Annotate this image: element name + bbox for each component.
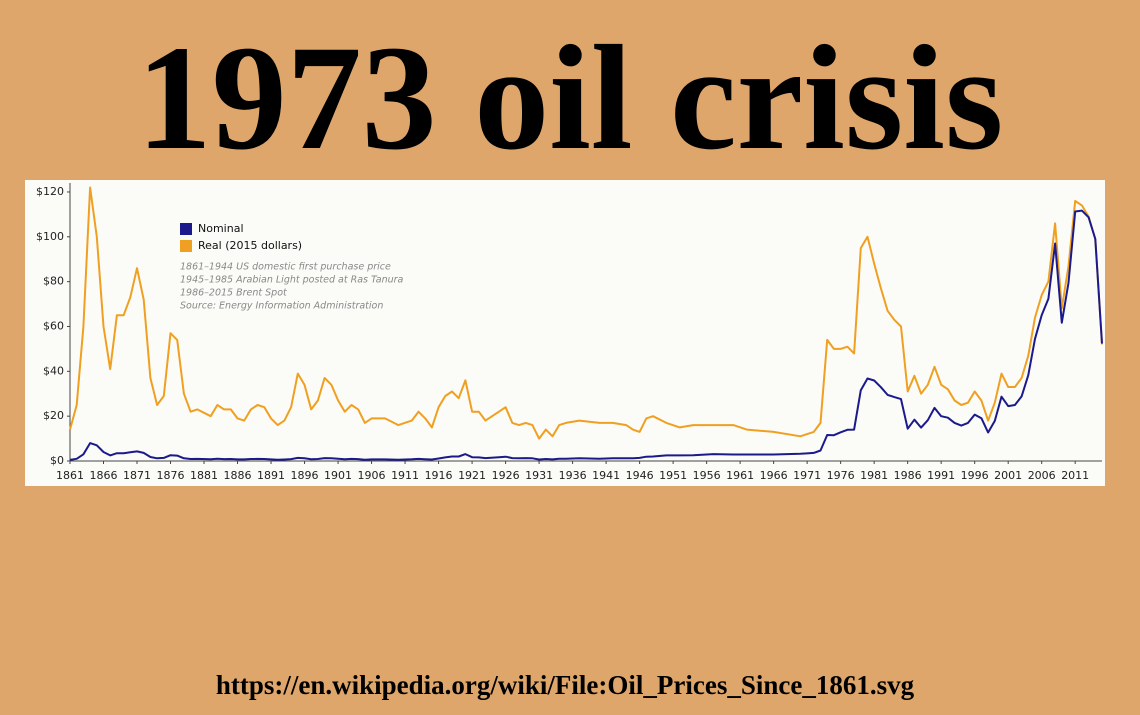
legend-label: Real (2015 dollars): [198, 239, 302, 252]
annotation: 1861–1944 US domestic first purchase pri…: [180, 262, 391, 273]
slide-title: 1973 oil crisis: [137, 15, 1004, 181]
x-tick-label: 1921: [458, 469, 486, 482]
series-line: [69, 209, 1103, 461]
x-tick-label: 1971: [793, 469, 821, 482]
x-tick-label: 1866: [90, 469, 118, 482]
source-url: https://en.wikipedia.org/wiki/File:Oil_P…: [216, 670, 915, 700]
x-tick-label: 1891: [257, 469, 285, 482]
x-tick-label: 1881: [190, 469, 218, 482]
x-tick-label: 1896: [291, 469, 319, 482]
y-tick-label: $20: [43, 409, 64, 422]
x-tick-label: 1886: [224, 469, 252, 482]
x-tick-label: 1961: [726, 469, 754, 482]
annotation: Source: Energy Information Administratio…: [180, 301, 383, 312]
chart-panel: [25, 180, 1105, 486]
x-tick-label: 1986: [894, 469, 922, 482]
x-tick-label: 1946: [626, 469, 654, 482]
x-tick-label: 1871: [123, 469, 151, 482]
x-tick-label: 1936: [559, 469, 587, 482]
x-tick-label: 1916: [425, 469, 453, 482]
x-tick-label: 1926: [492, 469, 520, 482]
x-tick-label: 1996: [961, 469, 989, 482]
x-tick-label: 1966: [760, 469, 788, 482]
x-tick-label: 1911: [391, 469, 419, 482]
x-tick-label: 1976: [827, 469, 855, 482]
x-tick-label: 1941: [592, 469, 620, 482]
x-tick-label: 1901: [324, 469, 352, 482]
x-tick-label: 1991: [927, 469, 955, 482]
legend-label: Nominal: [198, 222, 244, 235]
annotation: 1945–1985 Arabian Light posted at Ras Ta…: [180, 275, 404, 286]
series-line: [69, 186, 1103, 440]
y-tick-label: $100: [36, 230, 64, 243]
x-tick-label: 1861: [56, 469, 84, 482]
x-tick-label: 1906: [358, 469, 386, 482]
x-tick-label: 1956: [693, 469, 721, 482]
y-tick-label: $120: [36, 185, 64, 198]
x-tick-label: 2011: [1061, 469, 1089, 482]
annotation: 1986–2015 Brent Spot: [180, 288, 288, 299]
x-tick-label: 2001: [994, 469, 1022, 482]
x-tick-label: 2006: [1028, 469, 1056, 482]
x-tick-label: 1951: [659, 469, 687, 482]
y-tick-label: $0: [50, 454, 64, 467]
x-tick-label: 1981: [860, 469, 888, 482]
legend-swatch: [180, 223, 192, 235]
x-tick-label: 1931: [525, 469, 553, 482]
y-tick-label: $80: [43, 275, 64, 288]
y-tick-label: $40: [43, 364, 64, 377]
y-tick-label: $60: [43, 319, 64, 332]
x-tick-label: 1876: [157, 469, 185, 482]
legend-swatch: [180, 240, 192, 252]
